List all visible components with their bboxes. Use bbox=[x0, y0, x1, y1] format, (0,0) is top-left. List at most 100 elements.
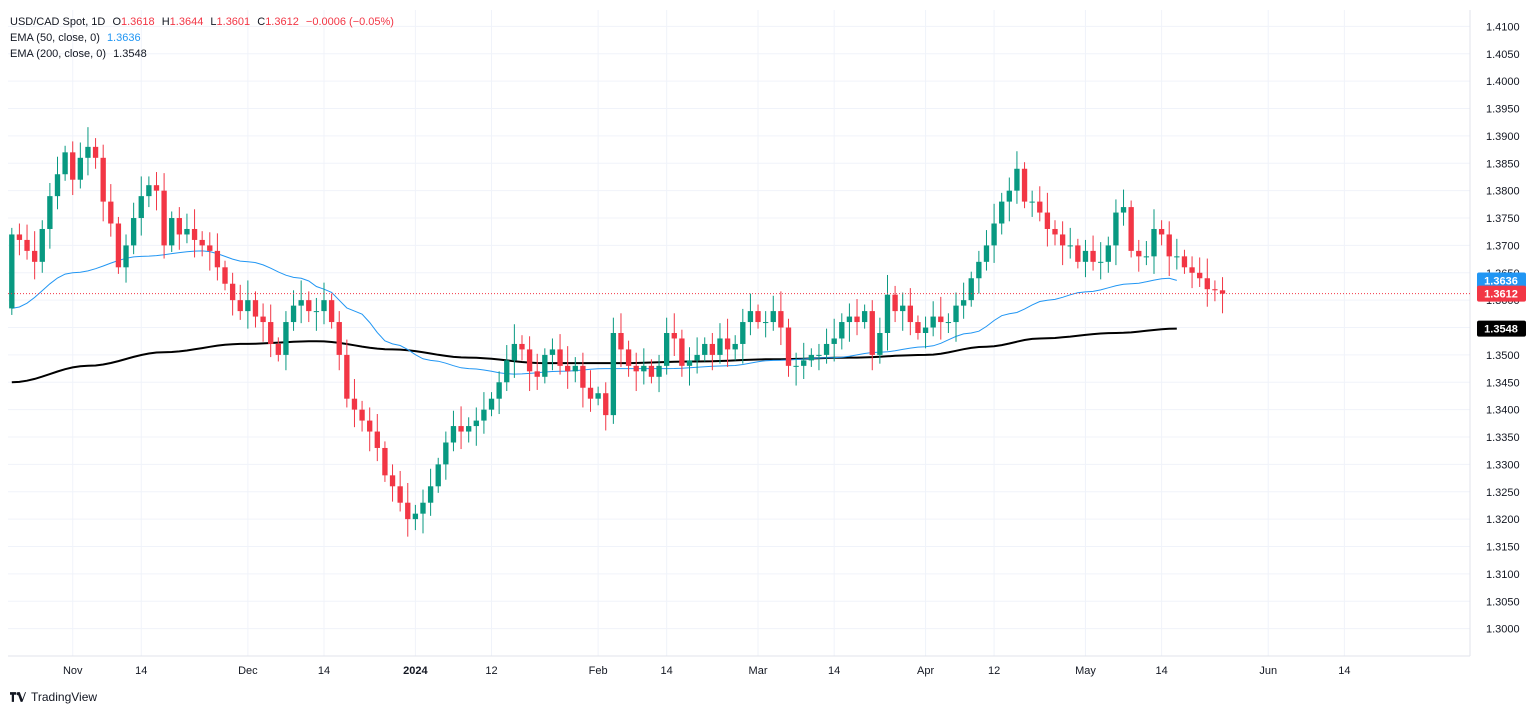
candle-body bbox=[549, 349, 556, 355]
low-label: L bbox=[210, 16, 217, 28]
candle-body bbox=[1098, 261, 1104, 263]
candle-body bbox=[1090, 250, 1096, 262]
candle-body bbox=[275, 343, 281, 355]
candle-body bbox=[625, 349, 632, 366]
candle-body bbox=[389, 475, 396, 487]
y-tick-label: 1.4100 bbox=[1486, 21, 1520, 33]
ema200-line bbox=[11, 327, 1177, 384]
ema200-label[interactable]: EMA (200, close, 0) bbox=[10, 48, 106, 60]
candle-body bbox=[572, 365, 578, 372]
candle-body bbox=[854, 316, 860, 323]
candle-body bbox=[130, 218, 137, 246]
candle-body bbox=[412, 513, 419, 520]
candle-body bbox=[610, 333, 617, 416]
candle-body bbox=[458, 426, 464, 432]
candle-body bbox=[534, 371, 540, 377]
candle-body bbox=[801, 360, 807, 366]
ema50-label[interactable]: EMA (50, close, 0) bbox=[10, 32, 100, 44]
x-tick-label: Mar bbox=[749, 665, 768, 677]
candle-body bbox=[359, 409, 365, 421]
candle-body bbox=[648, 365, 655, 377]
x-tick-label: Apr bbox=[917, 665, 934, 677]
candle-body bbox=[1082, 250, 1089, 262]
candle-body bbox=[656, 365, 662, 377]
candle-body bbox=[427, 486, 434, 503]
candle-body bbox=[283, 322, 289, 355]
candle-body bbox=[580, 365, 586, 388]
candle-body bbox=[770, 311, 776, 323]
candle-body bbox=[199, 239, 205, 246]
candle-body bbox=[161, 190, 167, 246]
high-label: H bbox=[161, 16, 170, 28]
candle-body bbox=[1059, 234, 1066, 246]
candle-body bbox=[861, 311, 868, 323]
candle-body bbox=[679, 338, 685, 366]
high-value: 1.3644 bbox=[169, 16, 204, 28]
x-tick-label: Dec bbox=[238, 665, 258, 677]
candle-body bbox=[747, 311, 754, 323]
y-tick-label: 1.3900 bbox=[1486, 131, 1520, 143]
candle-body bbox=[1067, 245, 1073, 247]
legend-ema200-row: EMA (200, close, 0) 1.3548 bbox=[10, 46, 398, 62]
candle-body bbox=[39, 228, 45, 262]
candle-body bbox=[1006, 190, 1012, 202]
x-tick-label: 14 bbox=[135, 665, 147, 677]
candle-body bbox=[1075, 245, 1081, 262]
candle-body bbox=[1219, 290, 1226, 294]
candle-body bbox=[907, 305, 913, 323]
candle-body bbox=[184, 228, 190, 235]
candle-body bbox=[153, 185, 160, 191]
candle-body bbox=[915, 322, 921, 333]
price-tag-box bbox=[1477, 320, 1526, 337]
candle-body bbox=[762, 322, 769, 324]
x-tick-label: Feb bbox=[589, 665, 608, 677]
candle-body bbox=[473, 420, 479, 427]
ema200-layer bbox=[11, 327, 1177, 384]
candle-body bbox=[839, 322, 845, 339]
candle-body bbox=[900, 305, 906, 312]
candle-body bbox=[709, 343, 716, 355]
candle-body bbox=[397, 486, 403, 503]
brand-name: TradingView bbox=[31, 690, 98, 704]
candle-body bbox=[1143, 256, 1150, 258]
y-tick-label: 1.4000 bbox=[1486, 76, 1520, 88]
y-tick-label: 1.3850 bbox=[1486, 158, 1520, 170]
ema50-layer bbox=[11, 250, 1177, 375]
candle-body bbox=[146, 185, 152, 197]
price-axis[interactable]: 1.4100 1.4050 1.4000 1.3950 1.3900 1.3850 1.38… bbox=[1486, 21, 1520, 635]
y-tick-label: 1.3400 bbox=[1486, 405, 1520, 417]
symbol-title[interactable]: USD/CAD Spot, 1D bbox=[10, 16, 106, 28]
candle-body bbox=[222, 267, 228, 284]
candle-body bbox=[526, 349, 533, 372]
x-tick-label: Jun bbox=[1259, 665, 1277, 677]
price-tag-label: 1.3636 bbox=[1484, 275, 1518, 287]
chart-grid bbox=[8, 10, 1471, 657]
candle-body bbox=[1174, 256, 1180, 258]
y-tick-label: 1.3250 bbox=[1486, 487, 1520, 499]
candle-body bbox=[481, 409, 487, 421]
candle-body bbox=[1021, 168, 1028, 202]
candle-body bbox=[808, 354, 815, 361]
candle-body bbox=[123, 245, 129, 268]
y-tick-label: 1.3050 bbox=[1486, 596, 1520, 608]
candle-body bbox=[405, 502, 411, 520]
candle-body bbox=[816, 354, 822, 356]
candle-body bbox=[511, 343, 518, 361]
candle-body bbox=[1181, 256, 1188, 268]
candle-body bbox=[519, 343, 525, 350]
open-label: O bbox=[112, 16, 121, 28]
price-tags: 1.3636 1.3612 1.3548 bbox=[1477, 272, 1526, 337]
time-axis[interactable]: Nov 14 Dec 14 2024 12 Feb 14 Mar 14 Apr 12 May 14 Jun 1… bbox=[63, 665, 1351, 677]
tradingview-brand[interactable]: TradingView bbox=[10, 690, 97, 704]
candle-body bbox=[1151, 228, 1157, 257]
candle-body bbox=[1136, 250, 1142, 257]
x-tick-label: 12 bbox=[485, 665, 497, 677]
y-tick-label: 1.3700 bbox=[1486, 240, 1520, 252]
candle-body bbox=[31, 250, 38, 262]
price-tag-label: 1.3548 bbox=[1484, 324, 1518, 336]
y-tick-label: 1.3300 bbox=[1486, 459, 1520, 471]
candle-body bbox=[1212, 289, 1218, 291]
candle-body bbox=[374, 431, 380, 448]
candle-body bbox=[618, 333, 624, 350]
